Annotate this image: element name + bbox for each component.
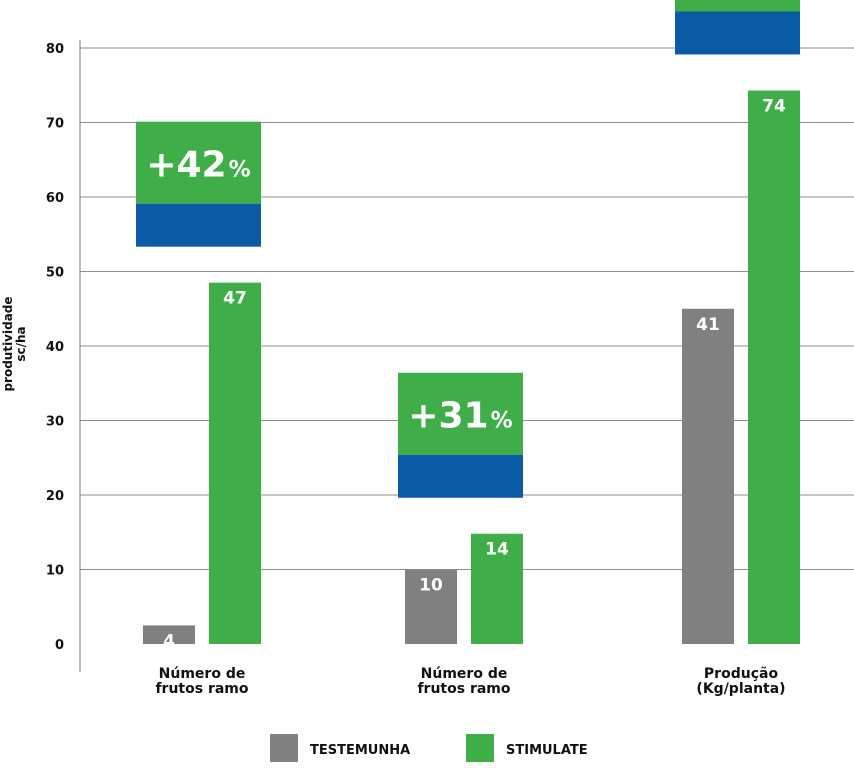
category-label: frutos ramo [417,681,510,697]
y-tick-label: 80 [46,42,64,57]
increase-box [398,372,523,455]
y-tick-label: 50 [46,266,64,281]
legend-swatch [466,734,494,762]
bar-testemunha [682,308,734,644]
y-axis-label-line-2: sc/ha [14,326,28,361]
legend-label: STIMULATE [506,743,588,758]
data-label: 10 [419,576,443,596]
legend: TESTEMUNHA STIMULATE [270,734,588,762]
data-label: 14 [485,540,509,560]
y-tick-label: 20 [46,489,64,504]
increase-annotations: +42%+31%+33% [136,0,800,498]
data-label: 41 [696,315,720,335]
data-label: 74 [762,96,786,116]
category-label: Produção [704,666,779,682]
bar-testemunha [143,625,195,644]
category-label: frutos ramo [155,681,248,697]
y-tick-label: 10 [46,564,64,579]
increase-box-base [136,203,261,247]
category-label: Número de [421,666,508,682]
y-axis-label-line-1: produtividade [1,296,15,391]
y-tick-label: 60 [46,191,64,206]
bars: 4 10 41 47 14 74 [143,90,800,651]
y-tick-label: 40 [46,340,64,355]
data-label: 47 [223,289,247,309]
bar-stimulate [209,282,261,644]
y-tick-label: 0 [55,638,64,653]
bar-stimulate [748,90,800,645]
data-label: 4 [163,631,175,651]
y-tick-label: 30 [46,415,64,430]
increase-label: +31% [408,396,512,437]
bar-stimulate [471,533,523,644]
y-tick-label: 70 [46,117,64,132]
increase-label: +42% [146,145,250,186]
category-label: (Kg/planta) [696,681,785,697]
increase-box-base [675,11,800,55]
legend-swatch [270,734,298,762]
y-axis: 0 10 20 30 40 50 60 70 80 [46,40,81,672]
increase-box [136,121,261,204]
increase-box [675,0,800,12]
category-label: Número de [159,666,246,682]
bar-testemunha [405,569,457,644]
legend-label: TESTEMUNHA [310,743,410,758]
increase-box-base [398,454,523,498]
